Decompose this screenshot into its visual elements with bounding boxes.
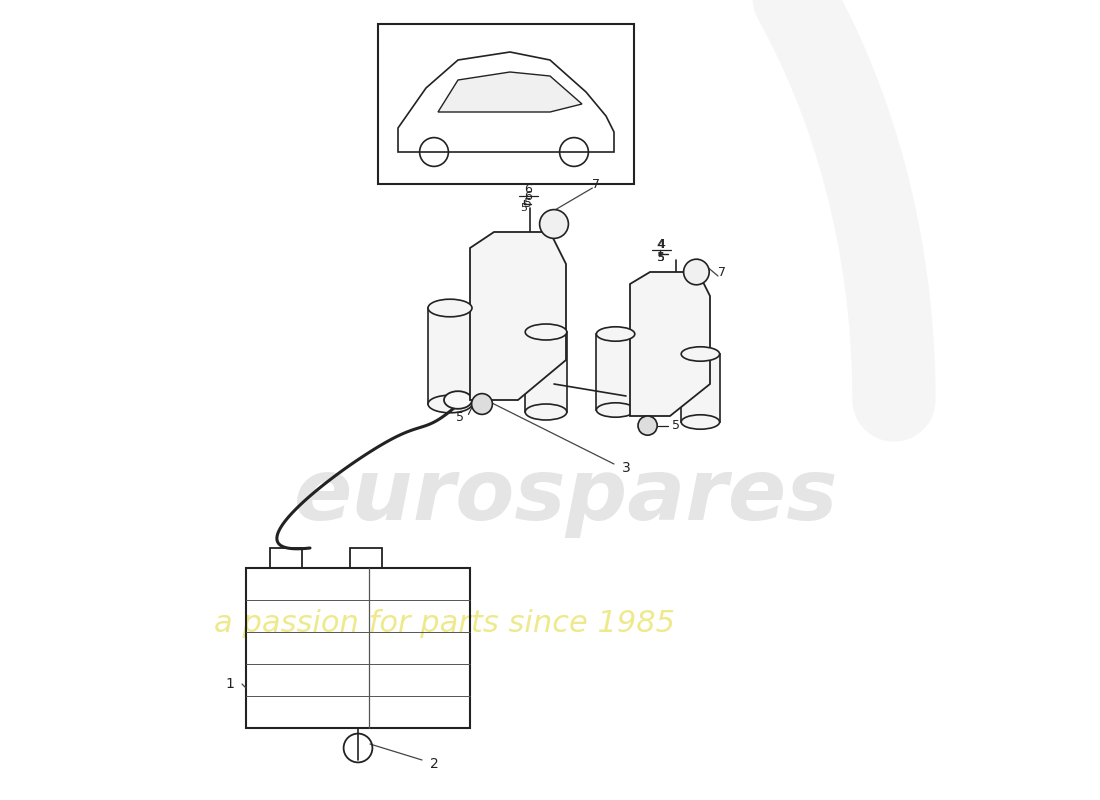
Ellipse shape: [596, 402, 635, 417]
Text: 7: 7: [718, 266, 726, 278]
Ellipse shape: [525, 404, 566, 420]
Bar: [681, 354, 719, 422]
Circle shape: [638, 416, 657, 435]
Ellipse shape: [428, 299, 472, 317]
Circle shape: [472, 394, 493, 414]
Text: 3: 3: [621, 461, 630, 475]
Text: 5: 5: [456, 411, 464, 424]
Text: 6: 6: [525, 183, 532, 196]
PathPatch shape: [470, 232, 566, 400]
Bar: [350, 548, 382, 568]
Ellipse shape: [681, 346, 719, 362]
Bar: [270, 548, 302, 568]
Text: 7: 7: [593, 178, 601, 190]
Text: 4: 4: [657, 238, 664, 250]
Text: 5: 5: [657, 253, 664, 262]
Text: 5: 5: [672, 419, 680, 432]
Text: 1: 1: [226, 677, 234, 691]
Ellipse shape: [596, 326, 635, 341]
Ellipse shape: [444, 391, 472, 409]
Bar: [378, 24, 634, 184]
Bar: [246, 568, 470, 728]
Text: 6: 6: [524, 190, 531, 202]
PathPatch shape: [438, 72, 582, 112]
Circle shape: [540, 210, 569, 238]
PathPatch shape: [630, 272, 710, 416]
Text: 5: 5: [520, 203, 527, 213]
Bar: [596, 334, 635, 410]
Text: 5: 5: [657, 251, 665, 264]
Text: 2: 2: [430, 757, 439, 771]
Ellipse shape: [525, 324, 566, 340]
Bar: [525, 332, 566, 412]
Text: 5: 5: [525, 197, 532, 210]
Ellipse shape: [428, 395, 472, 413]
Circle shape: [683, 259, 710, 285]
Ellipse shape: [681, 414, 719, 429]
Text: a passion for parts since 1985: a passion for parts since 1985: [214, 610, 675, 638]
Bar: [428, 308, 472, 404]
Text: 4: 4: [658, 238, 666, 250]
Text: eurospares: eurospares: [294, 454, 838, 538]
